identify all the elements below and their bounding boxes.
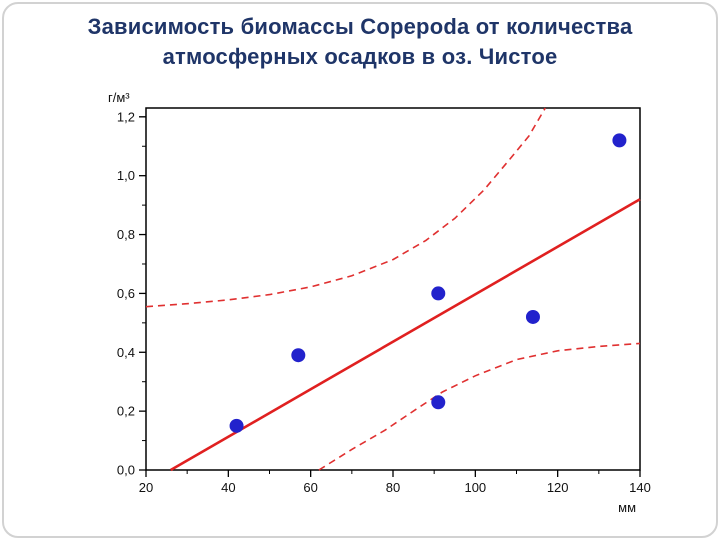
- data-point: [612, 133, 627, 148]
- data-point: [291, 348, 306, 363]
- scatter-chart: 20 40 60 80 100 120 140 0,0 0,2 0,4 0,6 0,8 1,0 1,2 г/…: [108, 90, 651, 515]
- x-tick-label: 40: [221, 480, 235, 495]
- x-tick-label: 140: [629, 480, 651, 495]
- y-tick-label: 1,0: [117, 168, 135, 183]
- title-line-1: Зависимость биомассы Copepoda от количес…: [87, 14, 633, 39]
- y-axis-label: г/м³: [108, 90, 130, 105]
- data-point: [431, 395, 446, 410]
- x-tick-label: 120: [547, 480, 569, 495]
- title-line-2: атмосферных осадков в оз. Чистое: [162, 44, 558, 69]
- data-point: [525, 309, 540, 324]
- x-axis-label: мм: [618, 500, 636, 515]
- plot-frame: [145, 107, 641, 471]
- data-point: [431, 286, 446, 301]
- x-tick-label: 100: [464, 480, 486, 495]
- chart-area: 20 40 60 80 100 120 140 0,0 0,2 0,4 0,6 0,8 1,0 1,2 г/…: [74, 88, 682, 534]
- x-tick-label: 60: [303, 480, 317, 495]
- confidence-band-lower: [318, 342, 641, 471]
- regression-line: [170, 198, 641, 472]
- y-tick-label: 0,2: [117, 404, 135, 419]
- y-tick-label: 0,0: [117, 463, 135, 478]
- y-tick-label: 0,8: [117, 227, 135, 242]
- confidence-band-upper: [145, 107, 546, 308]
- y-tick-label: 0,6: [117, 286, 135, 301]
- x-tick-label: 20: [139, 480, 153, 495]
- y-tick-label: 0,4: [117, 345, 135, 360]
- page-title: Зависимость биомассы Copepoda от количес…: [4, 12, 716, 72]
- data-point: [229, 418, 244, 433]
- x-tick-label: 80: [386, 480, 400, 495]
- y-tick-label: 1,2: [117, 109, 135, 124]
